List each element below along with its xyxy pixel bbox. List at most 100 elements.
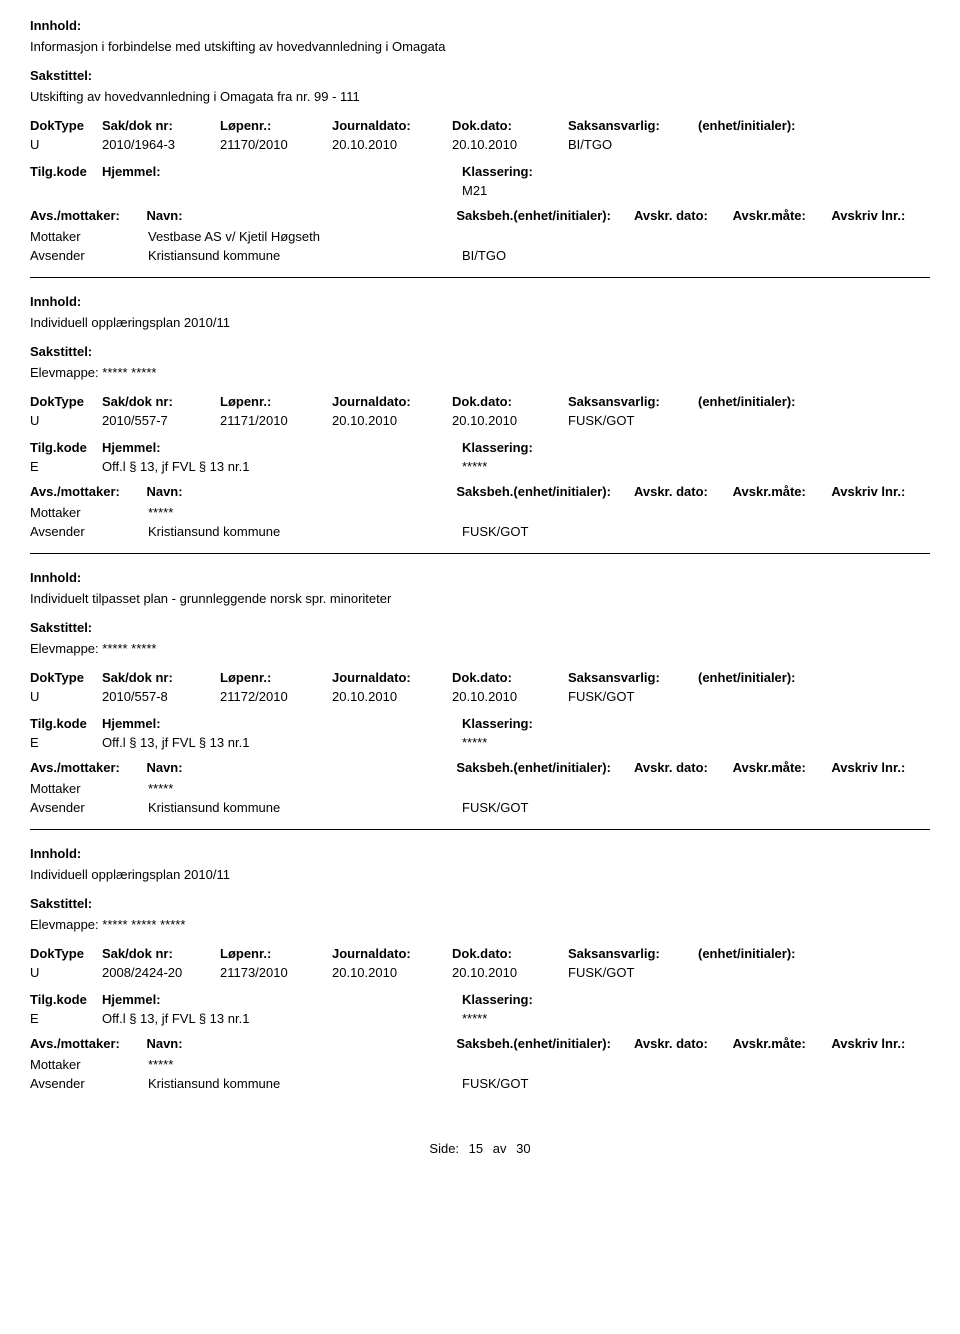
col-saksansv-label: Saksansvarlig: xyxy=(568,118,698,133)
avskrmote-label: Avskr.måte: xyxy=(733,1036,832,1051)
saksbeh-label: Saksbeh.(enhet/initialer): xyxy=(456,760,634,775)
innhold-text: Individuelt tilpasset plan - grunnleggen… xyxy=(30,591,930,606)
avsender-ref: BI/TGO xyxy=(462,248,642,263)
col-sakdok-label: Sak/dok nr: xyxy=(102,946,220,961)
innhold-label: Innhold: xyxy=(30,570,930,585)
tilgkode-value xyxy=(30,183,102,198)
dokdato-value: 20.10.2010 xyxy=(452,965,568,980)
journaldato-value: 20.10.2010 xyxy=(332,965,452,980)
col-saksansv-label: Saksansvarlig: xyxy=(568,946,698,961)
klassering-value: ***** xyxy=(462,459,487,474)
sakdok-value: 2010/557-7 xyxy=(102,413,220,428)
avskrivlnr-label: Avskriv lnr.: xyxy=(831,484,930,499)
avskrdato-label: Avskr. dato: xyxy=(634,760,733,775)
record-header-row: DokType Sak/dok nr: Løpenr.: Journaldato… xyxy=(30,946,930,961)
saksansvarlig-value: BI/TGO xyxy=(568,137,698,152)
hjemmel-value: Off.l § 13, jf FVL § 13 nr.1 xyxy=(102,735,462,750)
saksansvarlig-value: FUSK/GOT xyxy=(568,413,698,428)
col-lopenr-label: Løpenr.: xyxy=(220,946,332,961)
klassering-label: Klassering: xyxy=(462,992,533,1007)
enhet-value xyxy=(698,137,848,152)
avskrivlnr-label: Avskriv lnr.: xyxy=(831,760,930,775)
col-lopenr-label: Løpenr.: xyxy=(220,394,332,409)
innhold-text: Individuell opplæringsplan 2010/11 xyxy=(30,867,930,882)
sakstittel-text: Elevmappe: ***** ***** xyxy=(30,365,930,380)
navn-label: Navn: xyxy=(146,484,456,499)
tilgkode-value: E xyxy=(30,1011,102,1026)
hjemmel-label: Hjemmel: xyxy=(102,164,462,179)
navn-label: Navn: xyxy=(146,208,456,223)
mottaker-label: Mottaker xyxy=(30,505,148,520)
col-journal-label: Journaldato: xyxy=(332,946,452,961)
mottaker-label: Mottaker xyxy=(30,781,148,796)
col-enhet-label: (enhet/initialer): xyxy=(698,394,848,409)
avs-header-row: Avs./mottaker: Navn: Saksbeh.(enhet/init… xyxy=(30,1036,930,1051)
mottaker-navn: Vestbase AS v/ Kjetil Høgseth xyxy=(148,229,462,244)
col-dokdato-label: Dok.dato: xyxy=(452,118,568,133)
col-saksansv-label: Saksansvarlig: xyxy=(568,670,698,685)
lopenr-value: 21173/2010 xyxy=(220,965,332,980)
doktype-value: U xyxy=(30,689,102,704)
saksansvarlig-value: FUSK/GOT xyxy=(568,689,698,704)
enhet-value xyxy=(698,689,848,704)
avskrmote-label: Avskr.måte: xyxy=(733,208,832,223)
tilg-value-row: E Off.l § 13, jf FVL § 13 nr.1 ***** xyxy=(30,1011,930,1026)
record-data-row: U 2010/1964-3 21170/2010 20.10.2010 20.1… xyxy=(30,137,930,152)
tilgkode-value: E xyxy=(30,459,102,474)
avsender-navn: Kristiansund kommune xyxy=(148,248,462,263)
dokdato-value: 20.10.2010 xyxy=(452,137,568,152)
journaldato-value: 20.10.2010 xyxy=(332,413,452,428)
hjemmel-value: Off.l § 13, jf FVL § 13 nr.1 xyxy=(102,1011,462,1026)
sakstittel-label: Sakstittel: xyxy=(30,344,930,359)
avsender-label: Avsender xyxy=(30,524,148,539)
sakstittel-label: Sakstittel: xyxy=(30,896,930,911)
avsender-row: Avsender Kristiansund kommune FUSK/GOT xyxy=(30,1076,930,1091)
avs-header-row: Avs./mottaker: Navn: Saksbeh.(enhet/init… xyxy=(30,208,930,223)
col-journal-label: Journaldato: xyxy=(332,670,452,685)
col-dokdato-label: Dok.dato: xyxy=(452,946,568,961)
footer-total-pages: 30 xyxy=(516,1141,530,1156)
mottaker-ref xyxy=(462,781,642,796)
page-footer: Side: 15 av 30 xyxy=(30,1141,930,1156)
dokdato-value: 20.10.2010 xyxy=(452,689,568,704)
record-separator xyxy=(30,553,930,554)
mottaker-row: Mottaker ***** xyxy=(30,505,930,520)
avsmottaker-label: Avs./mottaker: xyxy=(30,208,146,223)
col-enhet-label: (enhet/initialer): xyxy=(698,670,848,685)
innhold-label: Innhold: xyxy=(30,294,930,309)
avskrdato-label: Avskr. dato: xyxy=(634,1036,733,1051)
hjemmel-label: Hjemmel: xyxy=(102,440,462,455)
avsmottaker-label: Avs./mottaker: xyxy=(30,760,146,775)
tilg-row: Tilg.kode Hjemmel: Klassering: xyxy=(30,992,930,1007)
tilgkode-label: Tilg.kode xyxy=(30,440,102,455)
avskrivlnr-label: Avskriv lnr.: xyxy=(831,1036,930,1051)
tilgkode-value: E xyxy=(30,735,102,750)
klassering-value: M21 xyxy=(462,183,487,198)
record-header-row: DokType Sak/dok nr: Løpenr.: Journaldato… xyxy=(30,394,930,409)
hjemmel-label: Hjemmel: xyxy=(102,992,462,1007)
klassering-label: Klassering: xyxy=(462,440,533,455)
col-sakdok-label: Sak/dok nr: xyxy=(102,118,220,133)
avsender-label: Avsender xyxy=(30,248,148,263)
footer-side-label: Side: xyxy=(429,1141,459,1156)
journal-record: Innhold: Individuell opplæringsplan 2010… xyxy=(30,846,930,1091)
lopenr-value: 21171/2010 xyxy=(220,413,332,428)
tilgkode-label: Tilg.kode xyxy=(30,992,102,1007)
avsender-ref: FUSK/GOT xyxy=(462,1076,642,1091)
journaldato-value: 20.10.2010 xyxy=(332,689,452,704)
footer-av-label: av xyxy=(493,1141,507,1156)
journal-record: Innhold: Informasjon i forbindelse med u… xyxy=(30,18,930,263)
mottaker-row: Mottaker Vestbase AS v/ Kjetil Høgseth xyxy=(30,229,930,244)
tilg-row: Tilg.kode Hjemmel: Klassering: xyxy=(30,440,930,455)
sakdok-value: 2008/2424-20 xyxy=(102,965,220,980)
klassering-value: ***** xyxy=(462,735,487,750)
col-lopenr-label: Løpenr.: xyxy=(220,670,332,685)
col-enhet-label: (enhet/initialer): xyxy=(698,118,848,133)
klassering-label: Klassering: xyxy=(462,716,533,731)
innhold-text: Individuell opplæringsplan 2010/11 xyxy=(30,315,930,330)
col-saksansv-label: Saksansvarlig: xyxy=(568,394,698,409)
tilgkode-label: Tilg.kode xyxy=(30,164,102,179)
tilg-row: Tilg.kode Hjemmel: Klassering: xyxy=(30,716,930,731)
record-separator xyxy=(30,277,930,278)
avsender-row: Avsender Kristiansund kommune BI/TGO xyxy=(30,248,930,263)
